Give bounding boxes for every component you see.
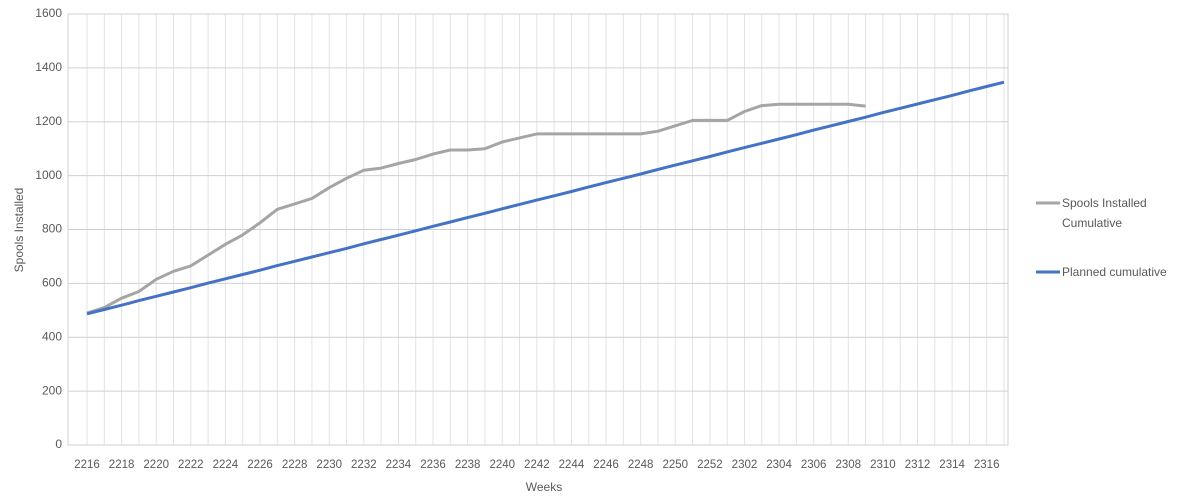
x-tick-label: 2308 xyxy=(835,459,861,471)
plot-border xyxy=(67,13,1009,446)
y-tick-label: 800 xyxy=(42,222,62,236)
y-tick-label: 200 xyxy=(42,383,62,397)
x-tick-label: 2220 xyxy=(143,459,169,471)
y-tick-label: 600 xyxy=(42,276,62,290)
x-axis-label: Weeks xyxy=(526,480,562,494)
y-tick-label: 0 xyxy=(55,437,62,451)
x-tick-label: 2244 xyxy=(559,459,585,471)
y-tick-label: 1000 xyxy=(35,168,62,182)
x-tick-label: 2228 xyxy=(282,459,308,471)
x-tick-label: 2310 xyxy=(870,459,896,471)
y-tick-label: 400 xyxy=(42,329,62,343)
x-tick-label: 2234 xyxy=(386,459,412,471)
x-tick-label: 2236 xyxy=(420,459,446,471)
x-tick-label: 2224 xyxy=(213,459,239,471)
x-tick-label: 2222 xyxy=(178,459,204,471)
x-tick-label: 2314 xyxy=(939,459,965,471)
x-tick-label: 2246 xyxy=(593,459,619,471)
x-tick-label: 2304 xyxy=(766,459,792,471)
y-axis-label: Spools Installed xyxy=(12,188,26,273)
y-tick-label: 1400 xyxy=(35,60,62,74)
series-line xyxy=(86,80,1005,316)
x-tick-label: 2232 xyxy=(351,459,377,471)
x-tick-label: 2316 xyxy=(974,459,1000,471)
x-tick-label: 2240 xyxy=(489,459,515,471)
x-tick-label: 2312 xyxy=(905,459,931,471)
x-tick-label: 2216 xyxy=(74,459,100,471)
legend-label: Spools Installed Cumulative xyxy=(1062,196,1147,230)
x-tick-label: 2230 xyxy=(316,459,342,471)
x-tick-label: 2248 xyxy=(628,459,654,471)
x-tick-label: 2218 xyxy=(109,459,135,471)
y-tick-label: 1600 xyxy=(35,6,62,20)
legend-label: Planned cumulative xyxy=(1062,265,1167,279)
y-tick-label: 1200 xyxy=(35,114,62,128)
x-tick-label: 2226 xyxy=(247,459,273,471)
x-tick-label: 2252 xyxy=(697,459,723,471)
series-line xyxy=(86,102,866,315)
x-tick-label: 2238 xyxy=(455,459,481,471)
x-tick-label: 2242 xyxy=(524,459,550,471)
x-tick-label: 2302 xyxy=(732,459,758,471)
x-tick-label: 2250 xyxy=(662,459,688,471)
x-tick-label: 2306 xyxy=(801,459,827,471)
